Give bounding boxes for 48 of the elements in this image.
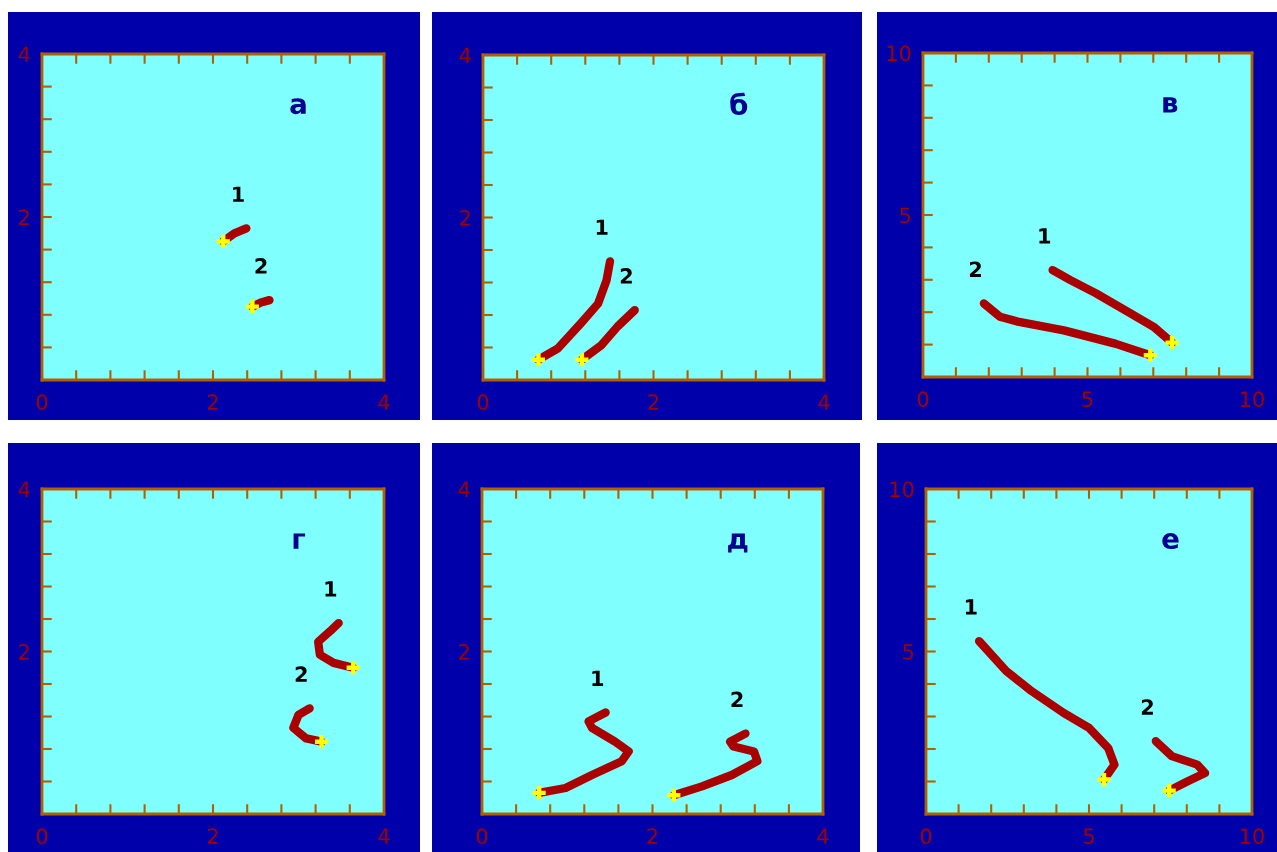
annotation: г [293, 533, 306, 549]
annotation: а [290, 98, 306, 115]
y-tick-label: 4 [18, 46, 30, 62]
y-tick-label: 10 [887, 45, 911, 62]
x-tick-label: 5 [1083, 828, 1094, 845]
x-tick-label: 4 [378, 828, 390, 844]
series-label: 1 [233, 186, 244, 202]
series-label: 1 [592, 670, 604, 686]
x-tick-label: 0 [36, 828, 48, 845]
series-label: 1 [1039, 228, 1051, 244]
x-tick-label: 2 [207, 828, 218, 844]
y-tick-label: 5 [903, 644, 914, 660]
x-tick-label: 0 [920, 828, 932, 845]
annotation: е [1162, 533, 1179, 550]
series-label: 1 [596, 219, 608, 235]
x-tick-label: 10 [1241, 391, 1264, 408]
y-tick-label: 2 [19, 643, 29, 660]
y-tick-label: 4 [18, 481, 30, 497]
x-tick-label: 4 [818, 394, 830, 410]
annotation: в [1163, 97, 1178, 113]
series-label: 2 [969, 261, 981, 277]
annotation: б [730, 92, 748, 116]
series-label: 2 [620, 268, 632, 284]
x-tick-label: 0 [476, 828, 488, 845]
series-label: 1 [965, 599, 977, 615]
y-tick-label: 2 [460, 209, 470, 226]
x-tick-label: 4 [817, 828, 829, 844]
x-tick-label: 10 [1241, 828, 1264, 845]
series-label: 2 [255, 258, 267, 274]
y-tick-label: 5 [900, 207, 911, 224]
x-tick-label: 2 [648, 394, 659, 410]
series-label: 2 [731, 691, 743, 708]
y-tick-label: 2 [459, 643, 469, 660]
series-label: 2 [1141, 699, 1153, 715]
series-label: 2 [295, 666, 307, 682]
y-tick-label: 4 [459, 47, 471, 63]
series-label: 1 [325, 581, 337, 597]
x-tick-label: 5 [1082, 391, 1093, 408]
annotation: д [728, 533, 748, 553]
y-tick-label: 4 [458, 481, 470, 497]
y-tick-label: 10 [890, 481, 914, 498]
x-tick-label: 0 [917, 391, 929, 408]
x-tick-label: 0 [36, 394, 48, 411]
x-tick-label: 4 [378, 394, 390, 410]
x-tick-label: 0 [477, 394, 489, 411]
y-tick-label: 2 [19, 209, 29, 225]
x-tick-label: 2 [647, 828, 658, 844]
x-tick-label: 2 [207, 394, 218, 410]
